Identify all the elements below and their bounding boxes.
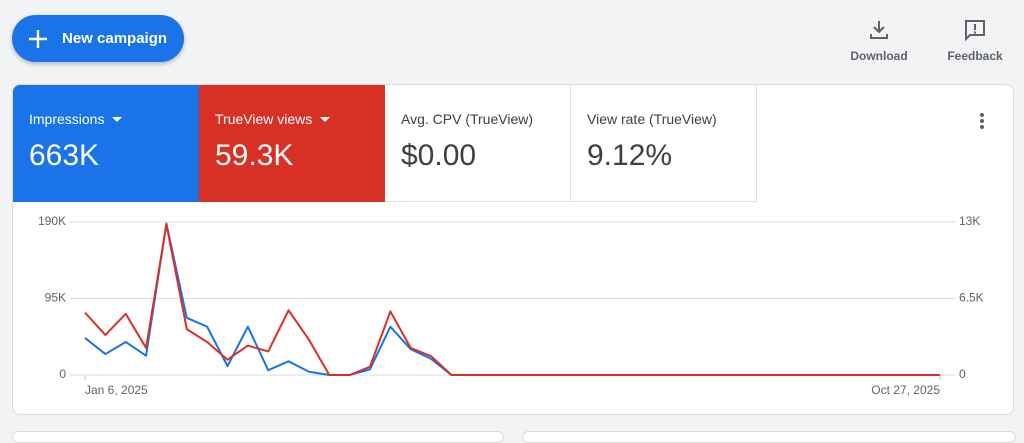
metric-label: Impressions: [29, 111, 105, 127]
metric-tile[interactable]: Impressions 663K: [13, 85, 199, 202]
metric-value: 663K: [29, 139, 100, 172]
x-tick-label: Oct 27, 2025: [871, 383, 940, 397]
download-button[interactable]: Download: [846, 18, 912, 63]
y2-tick-label: 6.5K: [959, 291, 984, 305]
metric-label: View rate (TrueView): [587, 111, 717, 127]
next-card: [522, 431, 1016, 443]
metric-tile[interactable]: TrueView views 59.3K: [199, 85, 385, 202]
metric-value: 9.12%: [587, 139, 673, 172]
chart: 0 95K 190K 0 6.5K 13K Jan 6, 2025 Oct 27, 2025: [38, 214, 984, 397]
metric-label: Avg. CPV (TrueView): [401, 111, 534, 127]
feedback-label: Feedback: [947, 49, 1003, 63]
overview-card: Impressions 663K TrueView views 59.3K Av…: [12, 84, 1014, 415]
metric-value: 59.3K: [215, 139, 294, 172]
feedback-icon: [965, 20, 985, 42]
metric-value: $0.00: [401, 139, 477, 172]
metric-label: TrueView views: [215, 111, 313, 127]
y-tick-label: 95K: [45, 291, 66, 305]
more-menu[interactable]: [975, 111, 989, 131]
download-icon: [870, 21, 888, 39]
plus-icon: [29, 29, 47, 48]
metric-tile[interactable]: View rate (TrueView) 9.12%: [571, 85, 757, 202]
next-card: [12, 431, 504, 443]
feedback-button[interactable]: Feedback: [942, 18, 1008, 63]
data-line: [84, 222, 940, 376]
button-label: New campaign: [62, 30, 168, 47]
download-label: Download: [850, 49, 908, 63]
y-tick-label: 0: [59, 367, 66, 381]
y2-tick-label: 13K: [959, 214, 980, 228]
x-tick-label: Jan 6, 2025: [85, 383, 148, 397]
metric-tile[interactable]: Avg. CPV (TrueView) $0.00: [385, 85, 571, 202]
data-line: [84, 223, 940, 376]
y-tick-label: 190K: [38, 214, 66, 228]
new-campaign-button[interactable]: New campaign: [12, 15, 184, 62]
y2-tick-label: 0: [959, 367, 966, 381]
